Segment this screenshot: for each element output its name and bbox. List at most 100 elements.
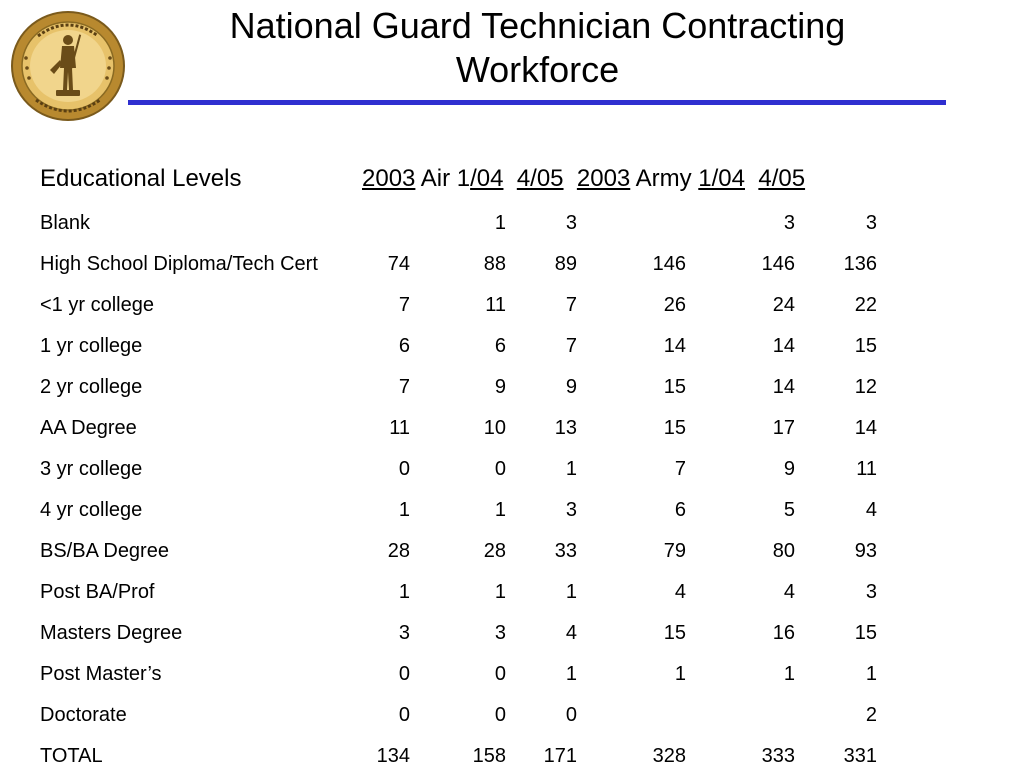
table-cell: 15 (663, 376, 686, 398)
table-cell: 17 (772, 417, 795, 439)
table-cell: 33 (554, 540, 577, 562)
table-cell: 7 (398, 376, 410, 398)
table-cell: 0 (494, 458, 506, 480)
table-cell: 1 (398, 581, 410, 603)
table-cell: 15 (854, 335, 877, 357)
table-cell: 74 (387, 253, 410, 275)
header-army-year: 2003 (576, 165, 631, 192)
table-row-label: 1 yr college (40, 335, 143, 357)
table-cell: 4 (865, 499, 877, 521)
table-cell: 14 (663, 335, 686, 357)
table-cell: 11 (856, 458, 877, 480)
table-cell: 6 (398, 335, 410, 357)
table-cell: 28 (387, 540, 410, 562)
table-cell: 171 (543, 745, 577, 767)
table-cell: 3 (565, 499, 577, 521)
header-air-word: Air 1 (415, 165, 471, 192)
national-guard-seal-icon (11, 11, 125, 121)
table-cell: 158 (472, 745, 506, 767)
table-cell: 9 (565, 376, 577, 398)
table-row-label: Doctorate (40, 704, 127, 726)
header-air-col3: 4/05 (516, 165, 564, 192)
table-row-label: 4 yr college (40, 499, 143, 521)
table-cell: 3 (865, 581, 877, 603)
table-cell: 14 (772, 376, 795, 398)
table-row-label: Blank (40, 212, 91, 234)
table-cell: 0 (398, 458, 410, 480)
table-cell: 4 (674, 581, 686, 603)
table-cell: 0 (494, 663, 506, 685)
table-cell: 9 (494, 376, 506, 398)
table-row-label: <1 yr college (40, 294, 154, 316)
table-cell: 12 (854, 376, 877, 398)
table-cell: 136 (843, 253, 877, 275)
column-header-educational-levels: Educational Levels (40, 165, 242, 192)
table-cell: 7 (565, 294, 577, 316)
header-army-col2: 1/04 (698, 165, 745, 192)
table-cell: 146 (761, 253, 795, 275)
table-cell: 3 (494, 622, 506, 644)
table-cell: 24 (772, 294, 795, 316)
table-row-label: TOTAL (40, 745, 103, 767)
table-cell: 1 (494, 499, 506, 521)
table-cell: 1 (783, 663, 795, 685)
table-cell: 7 (398, 294, 410, 316)
table-cell: 3 (565, 212, 577, 234)
table-cell: 16 (772, 622, 795, 644)
table-cell: 0 (398, 663, 410, 685)
page-title: National Guard Technician Contracting Wo… (229, 5, 846, 90)
table-cell: 1 (565, 663, 577, 685)
table-cell: 1 (865, 663, 877, 685)
table-cell: 14 (772, 335, 795, 357)
table-cell: 6 (494, 335, 506, 357)
table-row-label: 3 yr college (40, 458, 143, 480)
table-cell: 331 (843, 745, 877, 767)
table-row-label: AA Degree (40, 417, 137, 439)
header-air-col2: /04 (470, 165, 504, 192)
table-cell: 0 (398, 704, 410, 726)
table-row-label: High School Diploma/Tech Cert (40, 253, 318, 275)
table-cell: 11 (389, 417, 410, 439)
table-cell: 9 (783, 458, 795, 480)
table-cell: 13 (554, 417, 577, 439)
table-cell: 14 (854, 417, 877, 439)
header-army-col3: 4/05 (758, 165, 806, 192)
table-cell: 134 (376, 745, 410, 767)
table-cell: 1 (565, 581, 577, 603)
table-cell: 146 (652, 253, 686, 275)
table-cell: 26 (663, 294, 686, 316)
header-air-year: 2003 (362, 165, 416, 192)
table-cell: 0 (494, 704, 506, 726)
table-cell: 80 (772, 540, 795, 562)
table-cell: 7 (674, 458, 686, 480)
table-cell: 3 (865, 212, 877, 234)
table-row-label: 2 yr college (40, 376, 143, 398)
table-cell: 7 (565, 335, 577, 357)
table-cell: 15 (854, 622, 877, 644)
table-cell: 89 (554, 253, 577, 275)
table-cell: 2 (865, 704, 877, 726)
table-row-label: Post BA/Prof (40, 581, 155, 603)
table-cell: 5 (783, 499, 795, 521)
table-row-label: BS/BA Degree (40, 540, 169, 562)
table-row-label: Post Master’s (40, 663, 162, 685)
table-cell: 4 (783, 581, 795, 603)
table-cell: 28 (483, 540, 506, 562)
table-cell: 0 (565, 704, 577, 726)
table-cell: 15 (663, 417, 686, 439)
table-cell: 6 (674, 499, 686, 521)
table-cell: 88 (483, 253, 506, 275)
column-header-years: 2003 Air 1/04 4/05 2003 Army 1/04 4/05 (362, 164, 805, 194)
table-cell: 328 (652, 745, 686, 767)
table-cell: 1 (494, 212, 506, 234)
table-cell: 79 (663, 540, 686, 562)
table-cell: 3 (398, 622, 410, 644)
table-cell: 10 (483, 417, 506, 439)
table-cell: 15 (663, 622, 686, 644)
table-cell: 11 (485, 294, 506, 316)
table-cell: 4 (565, 622, 577, 644)
table-cell: 1 (494, 581, 506, 603)
table-cell: 1 (398, 499, 410, 521)
header-army-word: Army (630, 165, 699, 192)
table-row-label: Masters Degree (40, 622, 183, 644)
